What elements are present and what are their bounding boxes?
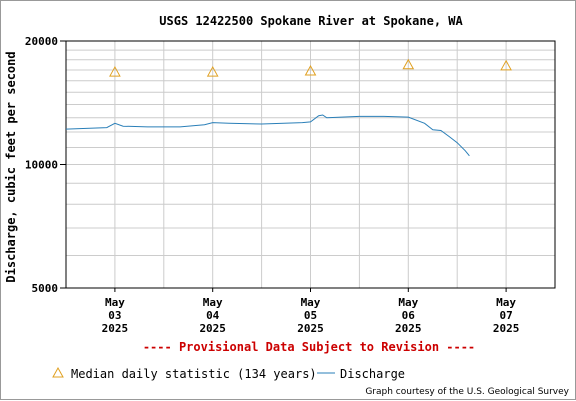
y-tick-label: 10000	[25, 159, 58, 172]
median-markers	[109, 58, 512, 77]
x-tick-label: 03	[108, 309, 121, 322]
x-tick-label: 06	[402, 309, 416, 322]
legend-median-label: Median daily statistic (134 years)	[71, 367, 317, 381]
median-marker	[402, 58, 415, 70]
y-axis-ticks: 20000 10000 5000	[25, 35, 66, 295]
median-marker	[304, 64, 317, 76]
x-tick-label: May	[398, 296, 418, 309]
x-tick-label: 2025	[297, 322, 324, 335]
y-axis-label: Discharge, cubic feet per second	[4, 51, 18, 282]
x-tick-label: 04	[206, 309, 220, 322]
legend: Median daily statistic (134 years) Disch…	[52, 366, 405, 381]
x-tick-label: May	[496, 296, 516, 309]
credit-text: Graph courtesy of the U.S. Geological Su…	[365, 387, 569, 397]
x-tick-label: 2025	[102, 322, 129, 335]
x-tick-label: 2025	[199, 322, 226, 335]
median-marker	[206, 66, 219, 77]
provisional-notice: ---- Provisional Data Subject to Revisio…	[143, 340, 475, 354]
x-tick-label: May	[301, 296, 321, 309]
y-tick-label: 20000	[25, 35, 58, 48]
y-tick-label: 5000	[32, 282, 59, 295]
x-tick-label: 05	[304, 309, 317, 322]
x-tick-label: May	[203, 296, 223, 309]
x-tick-label: May	[105, 296, 125, 309]
median-marker	[109, 66, 121, 77]
x-tick-label: 07	[499, 309, 512, 322]
median-marker	[500, 59, 512, 71]
grid	[65, 40, 556, 289]
x-tick-label: 2025	[493, 322, 520, 335]
discharge-series-line	[65, 114, 470, 157]
legend-discharge-label: Discharge	[340, 367, 405, 381]
legend-median-marker	[52, 366, 64, 378]
x-axis-ticks: May032025May042025May052025May062025May0…	[102, 288, 520, 335]
chart-title: USGS 12422500 Spokane River at Spokane, …	[159, 14, 463, 28]
x-tick-label: 2025	[395, 322, 422, 335]
